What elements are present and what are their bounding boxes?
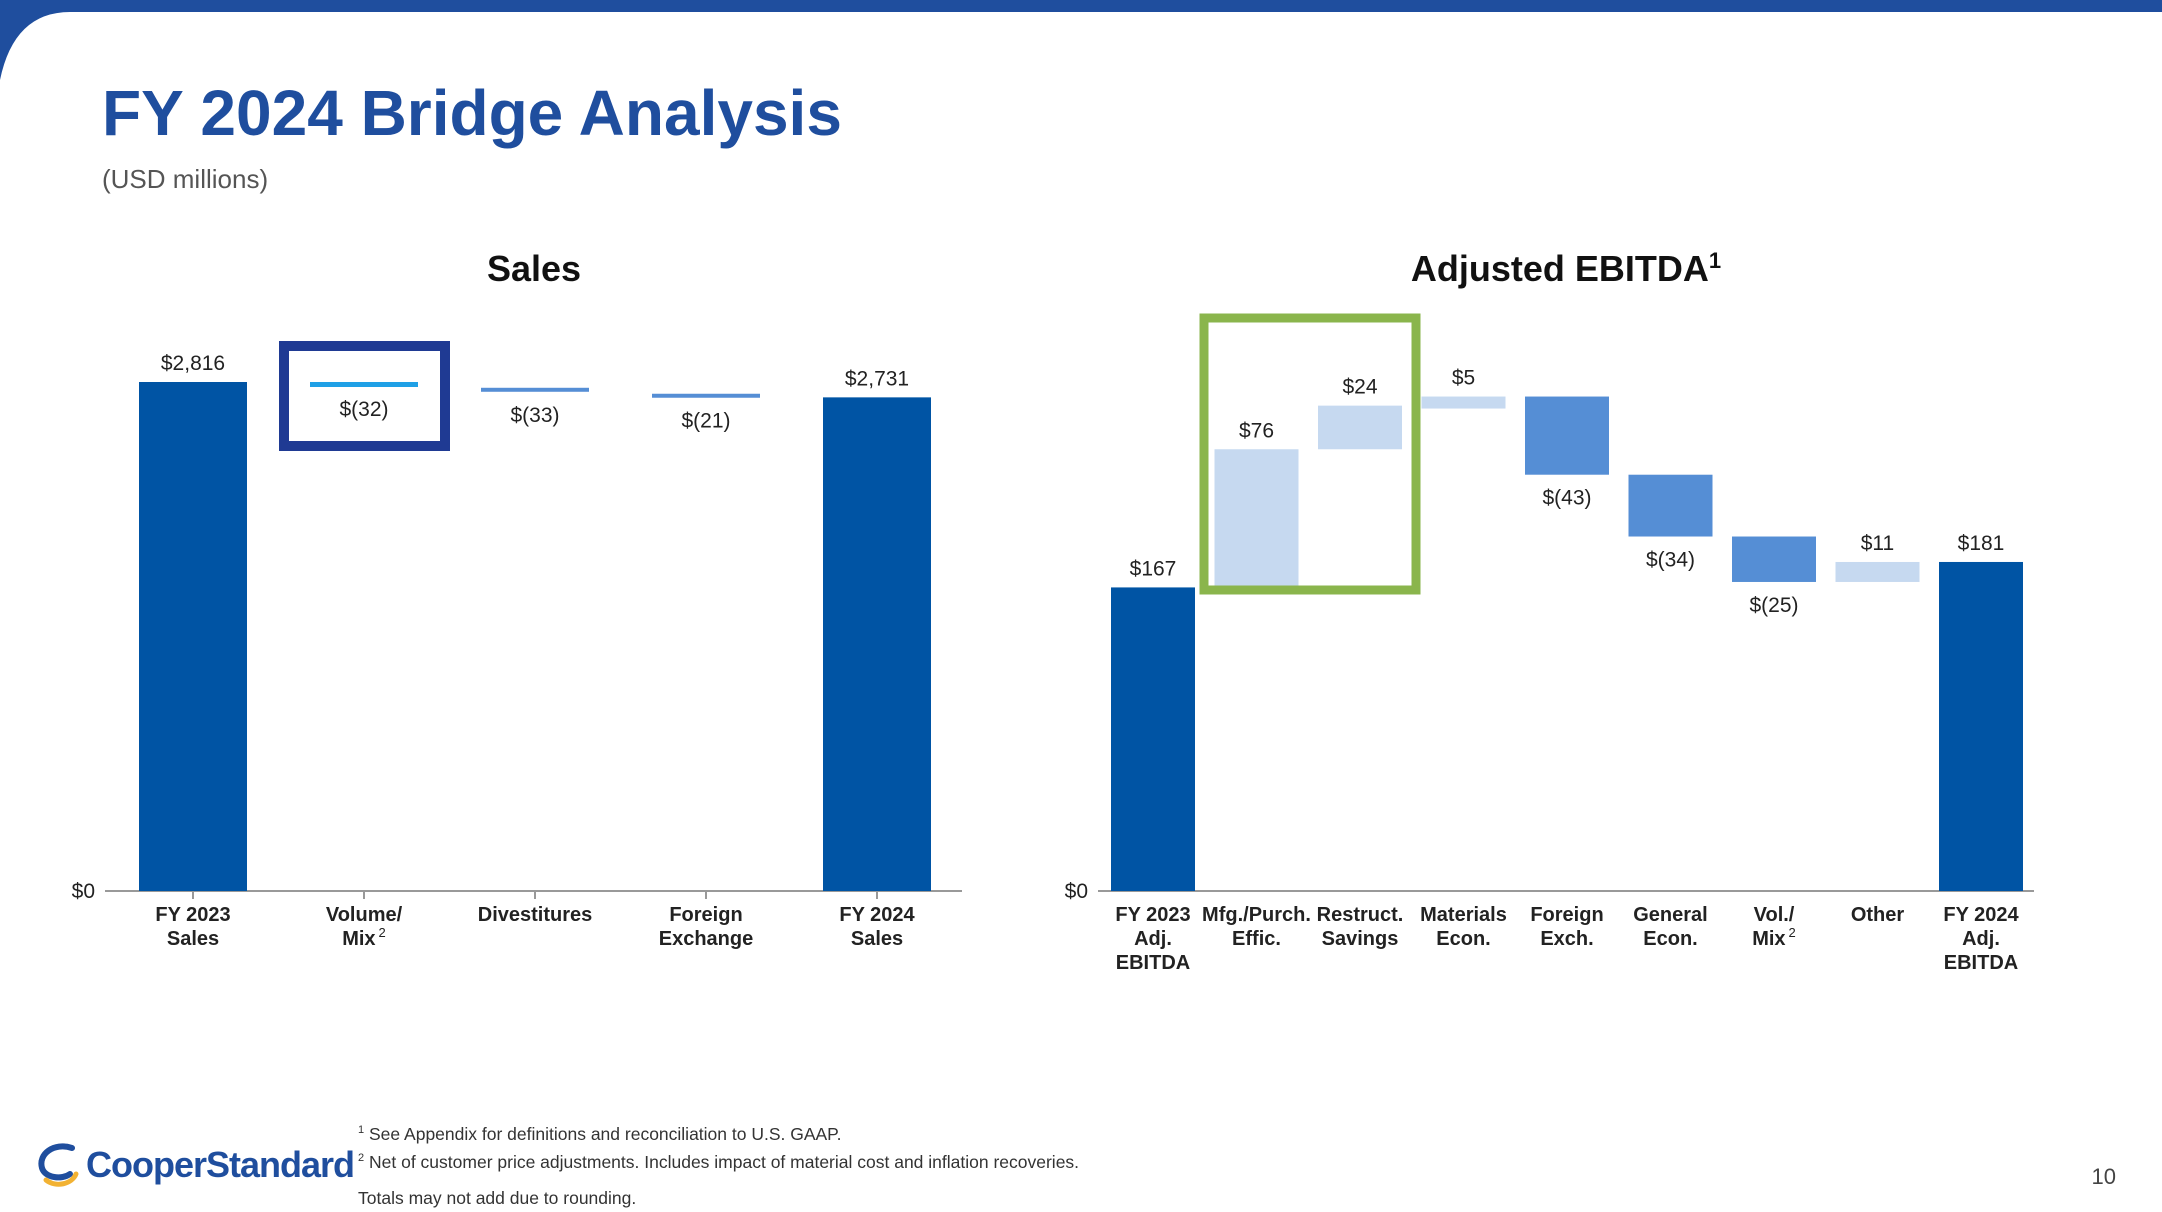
sales-bar-total	[139, 382, 247, 891]
sales-data-label: $(33)	[510, 404, 559, 427]
ebitda-category-label: Vol./Mix 2	[1752, 904, 1796, 950]
page-title: FY 2024 Bridge Analysis	[102, 77, 842, 149]
top-banner-shape	[0, 0, 2162, 80]
footnote-2-text: Net of customer price adjustments. Inclu…	[369, 1151, 1080, 1172]
ebitda-highlight-box	[1199, 313, 1421, 595]
page-subtitle: (USD millions)	[102, 164, 269, 194]
footnotes: 1 See Appendix for definitions and recon…	[358, 1118, 1079, 1210]
ebitda-chart-title-sup: 1	[1708, 248, 1722, 273]
sales-bar-total	[823, 397, 931, 891]
footnote-3: Totals may not add due to rounding.	[358, 1186, 1079, 1210]
sales-category-label: FY 2024 Sales	[839, 904, 915, 950]
footnote-3-text: Totals may not add due to rounding.	[358, 1187, 637, 1208]
sales-bar-delta	[481, 387, 589, 392]
sales-category-label: Divestitures	[478, 904, 593, 926]
ebitda-category-label: Restruct. Savings	[1317, 904, 1404, 950]
ebitda-data-label: $(43)	[1542, 487, 1591, 510]
ebitda-data-label: $(34)	[1646, 549, 1695, 572]
ebitda-bar-total	[1939, 561, 2023, 891]
ebitda-bar-delta	[1628, 474, 1713, 537]
ebitda-bar-delta	[1318, 405, 1402, 450]
sales-category-label: FY 2023 Sales	[155, 904, 230, 950]
ebitda-category-label: General Econ.	[1633, 904, 1707, 950]
ebitda-bar-delta	[1732, 536, 1816, 582]
ebitda-data-label: $11	[1861, 532, 1894, 555]
sales-category-label: Foreign Exchange	[659, 904, 753, 950]
footnote-2: 2 Net of customer price adjustments. Inc…	[358, 1146, 1079, 1174]
ebitda-category-label: FY 2023 Adj. EBITDA	[1115, 904, 1190, 974]
page-number: 10	[2091, 1164, 2116, 1189]
sales-data-label: $(32)	[339, 398, 388, 421]
company-logo: CooperStandard	[32, 1140, 355, 1190]
sales-bar-delta	[310, 382, 418, 387]
ebitda-data-label: $167	[1130, 557, 1177, 580]
logo-swoosh-icon	[38, 1143, 79, 1187]
ebitda-data-label: $24	[1342, 376, 1377, 399]
footnote-2-marker: 2	[358, 1151, 365, 1164]
ebitda-bar-delta	[1214, 449, 1299, 588]
ebitda-category-label: Mfg./Purch. Effic.	[1202, 904, 1311, 950]
footnote-1-marker: 1	[358, 1124, 365, 1136]
logo-text: CooperStandard	[86, 1144, 355, 1185]
ebitda-bar-delta	[1421, 396, 1506, 409]
sales-y-zero-label: $0	[72, 880, 95, 903]
ebitda-category-label: Other	[1851, 904, 1905, 926]
ebitda-y-zero-label: $0	[1065, 880, 1088, 903]
ebitda-data-label: $(25)	[1749, 594, 1798, 617]
sales-bar-delta	[652, 393, 760, 398]
ebitda-bar-delta	[1835, 561, 1920, 582]
ebitda-bar-delta	[1525, 396, 1609, 475]
top-banner	[0, 0, 2162, 80]
sales-data-label: $2,731	[845, 367, 909, 390]
footnote-1: 1 See Appendix for definitions and recon…	[358, 1118, 1079, 1146]
ebitda-chart-title: Adjusted EBITDA1	[1411, 248, 1721, 290]
ebitda-category-label: FY 2024 Adj. EBITDA	[1943, 904, 2019, 974]
ebitda-data-label: $76	[1239, 419, 1274, 442]
ebitda-data-label: $5	[1452, 367, 1475, 390]
ebitda-bar-total	[1111, 587, 1195, 891]
sales-data-label: $2,816	[161, 352, 225, 375]
ebitda-category-label: Foreign Exch.	[1530, 904, 1603, 950]
ebitda-data-label: $181	[1958, 532, 2005, 555]
sales-highlight-box	[279, 341, 450, 451]
ebitda-waterfall-chart: $0 $167 FY 2023 Adj. EBITDA $76 Mfg./Purch. Eff…	[1065, 313, 2034, 974]
footnote-1-text: See Appendix for definitions and reconci…	[369, 1123, 842, 1144]
sales-chart-title: Sales	[486, 248, 582, 289]
ebitda-category-label: Materials Econ.	[1420, 904, 1507, 950]
sales-data-label: $(21)	[681, 410, 730, 433]
ebitda-chart-title-text: Adjusted EBITDA	[1410, 248, 1709, 289]
